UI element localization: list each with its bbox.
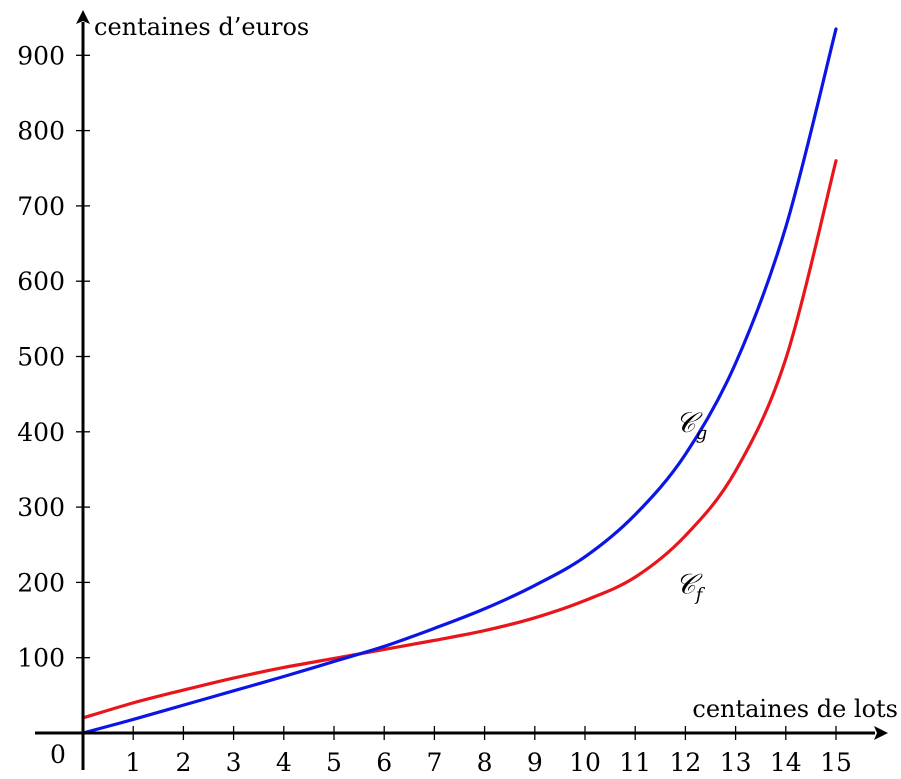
curve-label-f: 𝒞f xyxy=(675,568,705,606)
y-tick-label: 300 xyxy=(17,493,65,522)
x-tick-label: 5 xyxy=(326,748,342,777)
y-tick-label: 500 xyxy=(17,343,65,372)
y-axis-title: centaines d’euros xyxy=(94,13,309,41)
curve-label-subscript: f xyxy=(694,585,706,606)
x-tick-label: 1 xyxy=(125,748,141,777)
axes xyxy=(35,10,888,770)
y-tick-label: 800 xyxy=(17,117,65,146)
y-tick-label: 100 xyxy=(17,644,65,673)
x-tick-label: 2 xyxy=(175,748,191,777)
x-tick-label: 10 xyxy=(569,748,601,777)
x-ticks: 1 2 3 4 5 6 7 8 9 10 11 12 13 14 15 xyxy=(125,726,852,777)
x-axis-title: centaines de lots xyxy=(692,695,898,723)
curve-labels: 𝒞g 𝒞f xyxy=(675,406,707,606)
y-axis-arrow-icon xyxy=(76,10,90,24)
curve-label-g: 𝒞g xyxy=(675,406,707,444)
x-tick-label: 6 xyxy=(376,748,392,777)
x-tick-label: 15 xyxy=(820,748,852,777)
x-tick-label: 14 xyxy=(770,748,802,777)
y-tick-label: 200 xyxy=(17,568,65,597)
x-tick-label: 4 xyxy=(276,748,292,777)
origin-label: 0 xyxy=(50,740,66,769)
y-tick-label: 400 xyxy=(17,418,65,447)
series-line-f xyxy=(81,159,838,720)
curve-label-subscript: g xyxy=(696,423,708,444)
x-tick-label: 3 xyxy=(226,748,242,777)
x-tick-label: 9 xyxy=(527,748,543,777)
y-ticks: 100 200 300 400 500 600 700 800 900 xyxy=(17,41,90,673)
x-axis-arrow-icon xyxy=(874,726,888,740)
y-tick-label: 600 xyxy=(17,267,65,296)
x-tick-label: 11 xyxy=(619,748,651,777)
y-tick-label: 700 xyxy=(17,192,65,221)
curves xyxy=(81,27,838,735)
x-tick-label: 8 xyxy=(477,748,493,777)
x-tick-label: 13 xyxy=(720,748,752,777)
x-tick-label: 7 xyxy=(426,748,442,777)
x-tick-label: 12 xyxy=(669,748,701,777)
series-line-g xyxy=(81,27,838,735)
y-tick-label: 900 xyxy=(17,41,65,70)
